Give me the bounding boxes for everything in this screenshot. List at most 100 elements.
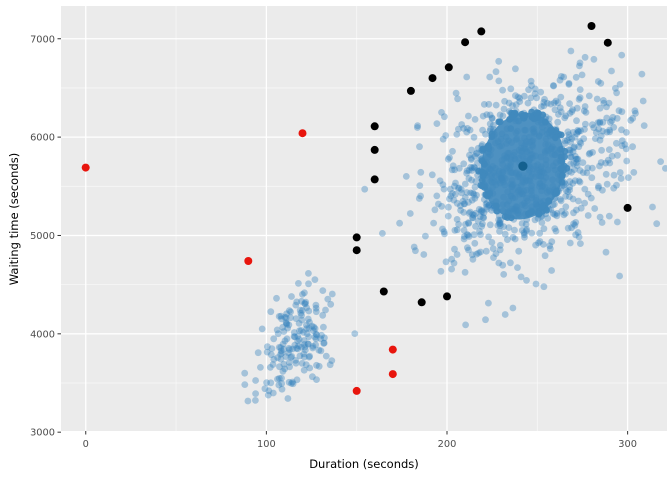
observation-point [292, 359, 300, 367]
observation-point [571, 221, 579, 229]
observation-point [496, 246, 504, 254]
observation-point [618, 51, 626, 59]
observation-point [465, 209, 473, 217]
observation-point [578, 71, 586, 79]
observation-point [280, 360, 288, 368]
core-edge-point [558, 172, 566, 180]
observation-point [596, 104, 604, 112]
observation-point [614, 218, 621, 226]
observation-point [571, 177, 579, 185]
core-edge-point [558, 178, 566, 186]
observation-point [618, 108, 626, 116]
observation-point [486, 73, 494, 81]
series-flagged-outliers-red [81, 129, 397, 395]
observation-point [518, 227, 526, 234]
observation-point [488, 115, 496, 122]
observation-point [509, 304, 517, 312]
observation-point [603, 180, 611, 188]
observation-point [322, 306, 329, 314]
observation-point [318, 331, 325, 339]
observation-point [472, 209, 480, 217]
observation-point [523, 277, 530, 284]
observation-point [275, 313, 283, 320]
observation-point [573, 155, 581, 163]
observation-point [547, 100, 555, 108]
core-edge-point [503, 214, 511, 221]
observation-point [564, 128, 572, 136]
observation-point [264, 343, 271, 351]
observation-point [517, 273, 525, 281]
observation-point [460, 160, 468, 168]
observation-point [472, 150, 480, 158]
observation-point [312, 341, 319, 349]
observation-point [557, 108, 565, 116]
observation-point [501, 97, 508, 105]
observation-point [599, 186, 606, 194]
observation-point [465, 246, 472, 254]
observation-point [535, 239, 542, 247]
observation-point [292, 301, 300, 309]
observation-point [467, 154, 475, 162]
observation-point [410, 243, 418, 251]
observation-point [274, 354, 281, 361]
observation-point [463, 167, 471, 175]
observation-point [622, 145, 630, 153]
observation-point [396, 219, 403, 227]
observation-point [536, 229, 544, 237]
observation-point [451, 166, 458, 174]
flagged-outliers-red-point [81, 163, 90, 172]
observation-point [499, 112, 507, 120]
observation-point [490, 254, 497, 261]
observation-point [311, 333, 319, 341]
observation-point [595, 125, 603, 133]
boundary-outliers-black-point [443, 292, 451, 301]
observation-point [523, 225, 530, 233]
observation-point [567, 138, 574, 146]
observation-point [584, 212, 592, 219]
observation-point [461, 268, 469, 276]
observation-point [279, 340, 287, 348]
boundary-outliers-black-point [444, 63, 453, 72]
observation-point [514, 264, 521, 271]
observation-point [576, 62, 583, 70]
observation-point [613, 139, 620, 147]
observation-point [468, 164, 476, 172]
observation-point [468, 176, 475, 184]
observation-point [575, 233, 583, 241]
observation-point [305, 280, 312, 288]
observation-point [613, 89, 620, 97]
observation-point [597, 159, 605, 166]
flagged-outliers-red-point [298, 129, 307, 138]
observation-point [468, 156, 475, 163]
observation-point [536, 238, 544, 245]
observation-point [461, 180, 469, 188]
observation-point [453, 226, 461, 234]
core-edge-point [547, 126, 555, 134]
observation-point [576, 59, 584, 67]
observation-point [570, 209, 577, 217]
observation-point [574, 126, 582, 134]
observation-point [548, 238, 556, 246]
observation-point [454, 95, 461, 103]
observation-point [451, 245, 458, 253]
observation-point [287, 314, 294, 322]
observation-point [561, 139, 569, 147]
observation-point [303, 321, 310, 329]
observation-point [309, 373, 316, 381]
observation-point [609, 113, 617, 121]
observation-point [531, 216, 539, 224]
observation-point [516, 94, 523, 102]
observation-point [569, 180, 577, 187]
observation-point [303, 304, 310, 312]
observation-point [320, 339, 328, 347]
observation-point [602, 248, 610, 256]
observation-point [471, 239, 479, 247]
observation-point [417, 168, 425, 176]
observation-point [577, 127, 584, 135]
observation-point [596, 118, 604, 126]
observation-point [470, 133, 478, 141]
observation-point [306, 352, 313, 360]
observation-point [441, 230, 448, 238]
observation-point [402, 173, 410, 180]
observation-point [464, 244, 471, 252]
